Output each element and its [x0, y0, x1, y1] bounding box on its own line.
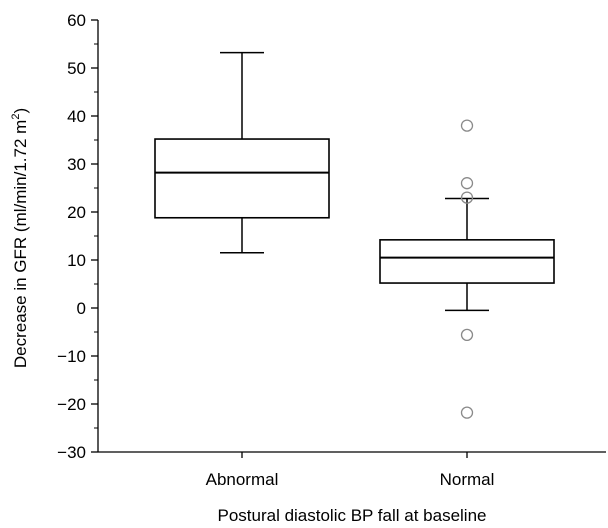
y-tick-label: 50 — [67, 59, 86, 78]
x-axis-title: Postural diastolic BP fall at baseline — [217, 506, 486, 525]
y-tick-label: 40 — [67, 107, 86, 126]
y-tick-label: 10 — [67, 251, 86, 270]
outlier-point — [460, 328, 474, 342]
outlier-point — [460, 119, 474, 132]
y-axis-title-superscript: 2 — [10, 114, 22, 120]
outlier-point — [460, 406, 474, 419]
axis-labels: Postural diastolic BP fall at baseline D… — [10, 108, 487, 525]
interquartile-box — [154, 138, 330, 219]
axes: −30 −20 −10 0 10 20 30 40 50 60 Abnormal Normal — [57, 11, 606, 489]
y-tick-label: 30 — [67, 155, 86, 174]
outlier-point — [460, 177, 474, 190]
y-tick-label: −10 — [57, 347, 86, 366]
x-tick-label: Normal — [440, 470, 495, 489]
y-tick-label: 20 — [67, 203, 86, 222]
box-group — [379, 119, 555, 419]
y-axis-title-end: ) — [11, 108, 30, 114]
outlier-point — [460, 191, 474, 204]
x-tick-label: Abnormal — [206, 470, 279, 489]
y-tick-label: 60 — [67, 11, 86, 30]
box-group — [154, 51, 330, 254]
y-tick-label: 0 — [77, 299, 86, 318]
y-axis-title: Decrease in GFR (ml/min/1.72 m2) — [10, 108, 30, 368]
interquartile-box — [379, 239, 555, 284]
y-tick-label: −30 — [57, 443, 86, 462]
y-tick-label: −20 — [57, 395, 86, 414]
y-axis-title-main: Decrease in GFR (ml/min/1.72 m — [11, 120, 30, 368]
box-series — [154, 51, 555, 419]
